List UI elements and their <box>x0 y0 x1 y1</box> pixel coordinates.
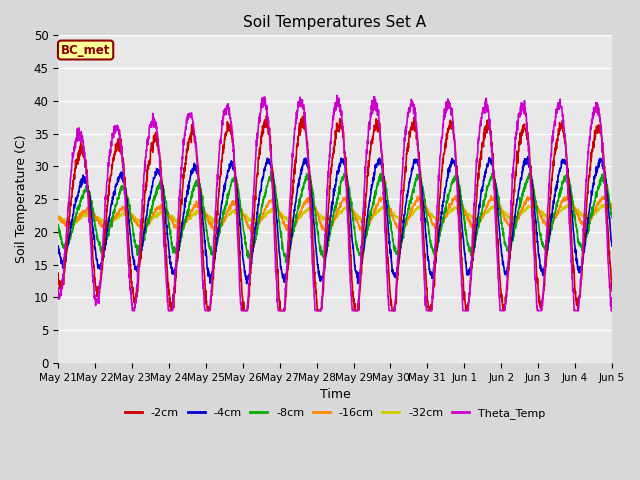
-16cm <box>497 203 504 208</box>
Theta_Temp <box>559 117 567 123</box>
Line: -2cm: -2cm <box>58 116 612 311</box>
-4cm <box>209 269 216 275</box>
-32cm <box>575 209 582 215</box>
Theta_Temp <box>575 301 582 307</box>
-32cm <box>608 206 616 212</box>
-16cm <box>575 217 582 223</box>
-32cm <box>496 205 504 211</box>
X-axis label: Time: Time <box>319 388 351 401</box>
-8cm <box>608 215 616 220</box>
-4cm <box>608 243 616 249</box>
Theta_Temp <box>54 285 62 290</box>
Line: -16cm: -16cm <box>58 196 612 233</box>
-16cm <box>54 214 62 219</box>
-2cm <box>209 276 217 282</box>
Theta_Temp <box>608 308 616 313</box>
-16cm <box>209 226 216 231</box>
-32cm <box>173 221 180 227</box>
-8cm <box>209 252 216 257</box>
Theta_Temp <box>364 138 371 144</box>
-2cm <box>575 298 582 304</box>
-16cm <box>452 193 460 199</box>
-16cm <box>351 215 359 220</box>
-4cm <box>54 243 62 249</box>
-8cm <box>417 168 424 174</box>
-2cm <box>559 130 567 136</box>
Line: -32cm: -32cm <box>58 204 612 224</box>
-2cm <box>167 308 175 313</box>
-4cm <box>559 159 567 165</box>
-8cm <box>54 222 62 228</box>
-2cm <box>262 113 270 119</box>
-2cm <box>497 280 504 286</box>
Theta_Temp <box>497 308 504 313</box>
Line: -8cm: -8cm <box>58 171 612 262</box>
-8cm <box>497 210 504 216</box>
-8cm <box>351 231 359 237</box>
-4cm <box>243 281 250 287</box>
Theta_Temp <box>209 264 217 269</box>
Title: Soil Temperatures Set A: Soil Temperatures Set A <box>243 15 427 30</box>
-32cm <box>364 218 371 224</box>
-16cm <box>323 230 331 236</box>
-32cm <box>351 211 359 217</box>
-2cm <box>351 308 359 313</box>
-2cm <box>364 174 371 180</box>
-2cm <box>608 288 616 294</box>
Text: BC_met: BC_met <box>61 44 110 57</box>
-8cm <box>559 179 567 184</box>
-32cm <box>54 213 62 219</box>
Theta_Temp <box>333 93 341 98</box>
-8cm <box>575 239 582 245</box>
-32cm <box>209 218 217 224</box>
Line: Theta_Temp: Theta_Temp <box>58 96 612 311</box>
-4cm <box>496 237 504 242</box>
-16cm <box>364 223 371 229</box>
Legend: -2cm, -4cm, -8cm, -16cm, -32cm, Theta_Temp: -2cm, -4cm, -8cm, -16cm, -32cm, Theta_Te… <box>121 403 549 423</box>
Theta_Temp <box>351 308 359 313</box>
-2cm <box>54 270 62 276</box>
-16cm <box>559 195 567 201</box>
-4cm <box>364 215 371 221</box>
-16cm <box>608 205 616 211</box>
Theta_Temp <box>129 308 136 313</box>
Y-axis label: Soil Temperature (C): Soil Temperature (C) <box>15 135 28 264</box>
-4cm <box>351 267 359 273</box>
-32cm <box>559 204 567 210</box>
-32cm <box>600 201 607 207</box>
-8cm <box>282 259 289 265</box>
Line: -4cm: -4cm <box>58 156 612 284</box>
-8cm <box>364 225 371 231</box>
-4cm <box>575 270 582 276</box>
-4cm <box>524 154 532 159</box>
